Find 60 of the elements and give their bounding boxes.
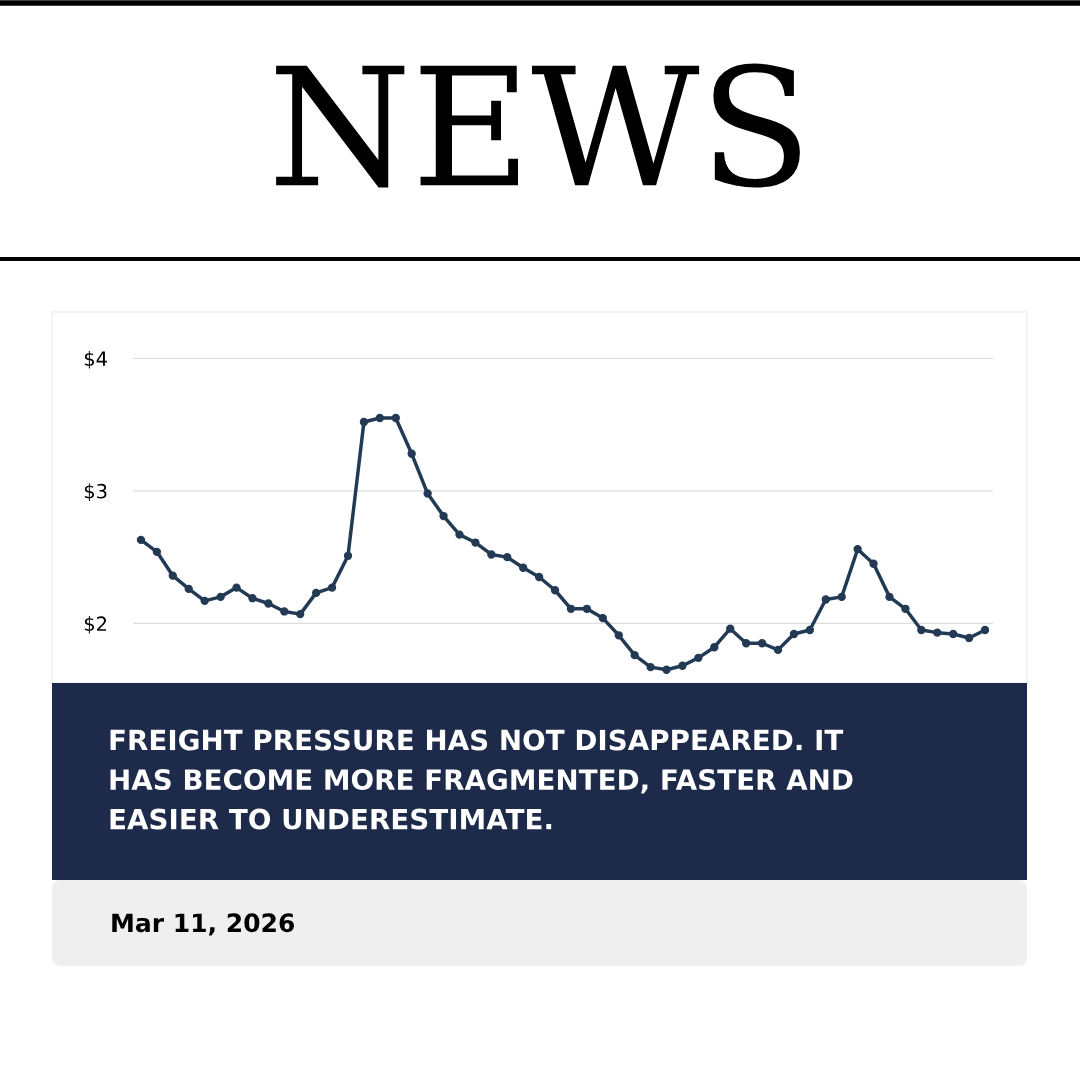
point [407,449,416,458]
point [566,604,576,613]
point [694,653,703,662]
point [455,530,464,539]
point [853,545,862,554]
point [136,535,146,545]
text: FREIGHT PRESSURE HAS NOT DISAPPEARED. IT HAS BECOME MORE FRAGMENTED, FASTER AND EASIER TO UNDERESTIMATE. [110,729,853,830]
point [232,583,241,592]
point [327,583,337,592]
point [741,639,751,648]
point [821,595,830,604]
point [582,604,592,613]
point [964,633,974,643]
y-tick-label: $2 [84,615,107,634]
point [280,607,289,616]
point [216,592,225,602]
point [423,489,432,498]
y-tick-label: $4 [84,350,107,369]
point [343,551,353,560]
point [710,643,719,652]
point [519,563,528,572]
point [487,550,496,559]
point [359,417,369,427]
point [789,629,799,639]
point [168,571,177,580]
chart-title: NEWS [276,63,800,188]
point [534,572,544,582]
text: Mar 11, 2026 [112,913,295,936]
point [630,651,639,660]
point [917,625,926,635]
point [726,624,735,633]
point [503,552,512,562]
point [471,538,480,547]
point [885,592,894,602]
point [662,665,671,674]
point [933,628,942,637]
point [614,631,623,640]
point [980,625,990,635]
point [598,613,607,623]
point [200,596,209,606]
point [901,604,910,613]
point [439,511,448,521]
point [646,662,655,672]
point [869,559,878,568]
point [264,599,273,608]
point [152,547,162,556]
point [375,413,385,423]
point [391,413,400,423]
point [678,661,687,670]
point [550,586,560,595]
y-tick-label: $3 [84,483,107,502]
point [311,588,321,598]
point [949,629,958,639]
point [805,625,815,635]
point [837,592,846,602]
point [757,639,767,648]
point [184,584,193,594]
point [296,609,305,619]
point [773,645,783,655]
point [248,594,257,603]
